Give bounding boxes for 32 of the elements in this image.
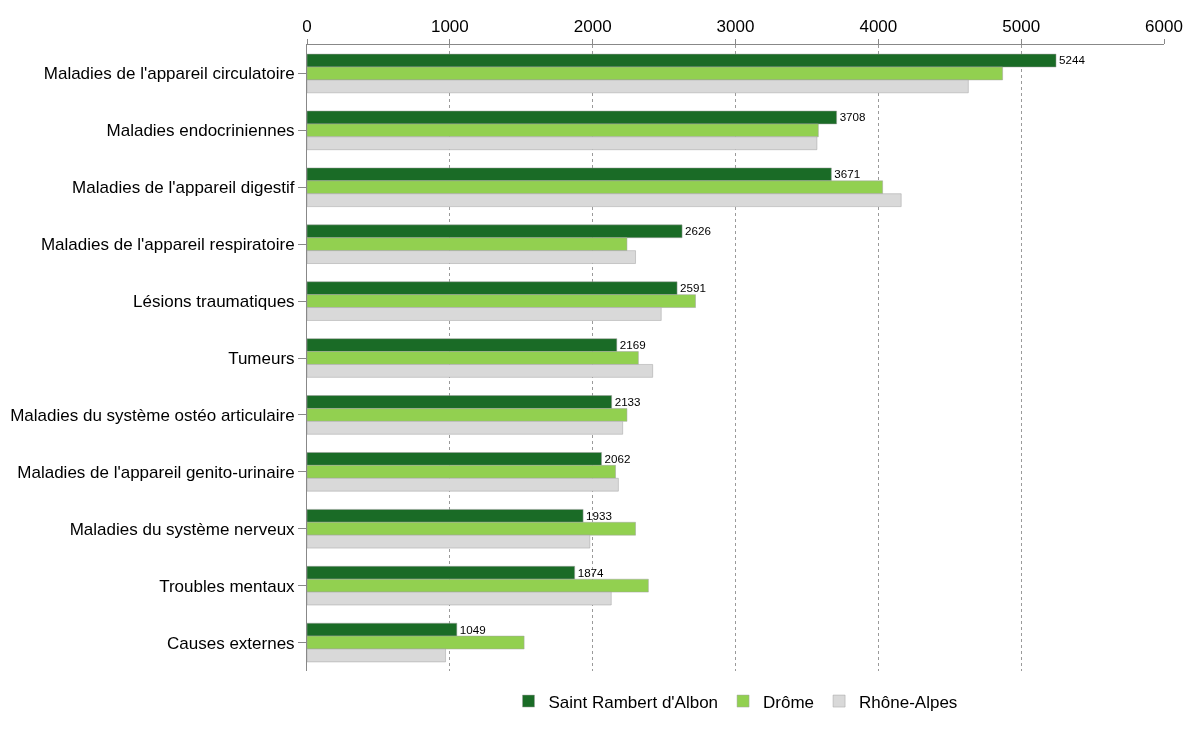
x-tick-label: 0: [302, 17, 312, 37]
data-label: 5244: [1059, 53, 1086, 67]
y-tick-label: Causes externes: [167, 633, 295, 653]
data-label: 3671: [834, 167, 861, 181]
x-tick-label: 2000: [573, 17, 612, 37]
x-tick-label: 3000: [716, 17, 755, 37]
x-tick-label: 6000: [1145, 17, 1183, 37]
y-tick-label: Tumeurs: [228, 348, 295, 368]
y-tick-label: Troubles mentaux: [159, 576, 296, 596]
y-tick-label: Maladies du système ostéo articulaire: [10, 405, 295, 425]
data-label: 2591: [680, 281, 706, 295]
data-label: 2062: [604, 451, 631, 465]
y-tick-label: Maladies de l'appareil respiratoire: [40, 235, 295, 255]
y-tick-label: Lésions traumatiques: [133, 292, 295, 312]
data-label: 3708: [839, 110, 866, 124]
data-label: 1049: [459, 622, 486, 636]
data-label: 2133: [614, 394, 641, 408]
legend-label: Rhône-Alpes: [859, 692, 958, 712]
x-tick-label: 1000: [430, 17, 469, 37]
y-tick-label: Maladies de l'appareil genito-urinaire: [17, 462, 295, 482]
legend-label: Saint Rambert d'Albon: [548, 692, 719, 712]
data-label: 1933: [586, 508, 612, 522]
data-label: 1874: [577, 565, 605, 579]
x-tick-label: 5000: [1002, 17, 1041, 37]
legend-label: Drôme: [763, 692, 815, 712]
x-tick-label: 4000: [859, 17, 898, 37]
y-tick-label: Maladies endocriniennes: [106, 121, 295, 141]
data-label: 2626: [685, 224, 711, 238]
y-tick-label: Maladies du système nerveux: [69, 519, 296, 539]
y-tick-label: Maladies de l'appareil circulatoire: [43, 64, 295, 84]
data-label: 2169: [619, 337, 646, 351]
y-tick-label: Maladies de l'appareil digestif: [72, 178, 295, 198]
